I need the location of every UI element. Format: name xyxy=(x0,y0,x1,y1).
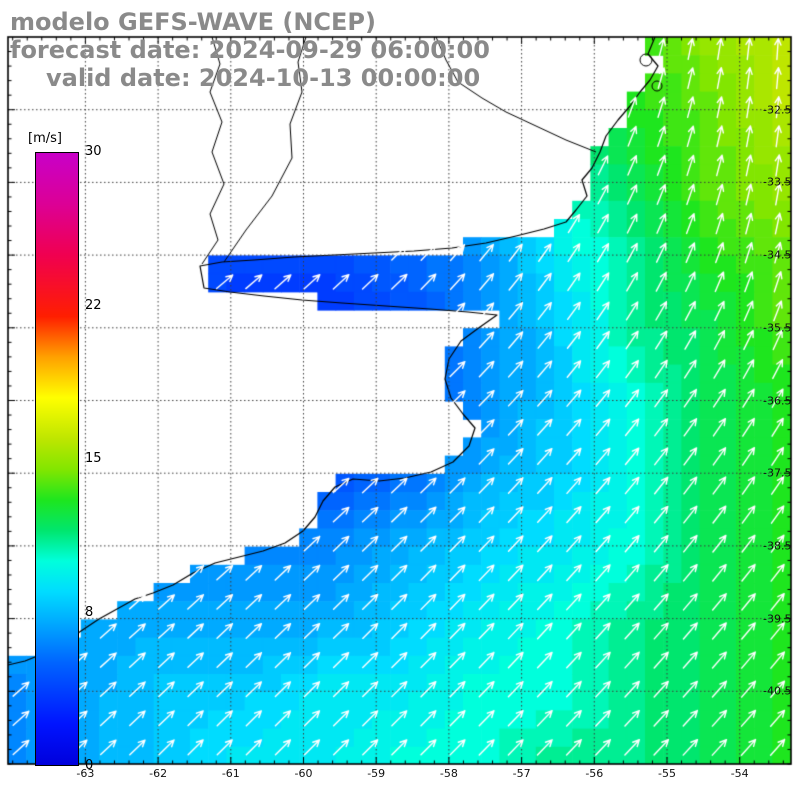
lon-tick-label: -56 xyxy=(585,767,604,780)
lon-tick-label: -60 xyxy=(294,767,313,780)
lat-tick-label: -38.5 xyxy=(763,539,792,553)
lat-tick-label: -40.5 xyxy=(763,684,792,698)
lat-tick-label: -39.5 xyxy=(763,612,792,626)
lon-tick-label: -58 xyxy=(439,767,458,780)
colorbar-tick-label: 22 xyxy=(85,297,102,313)
lon-tick-label: -59 xyxy=(367,767,386,780)
colorbar-unit-label: [m/s] xyxy=(28,131,62,146)
colorbar-tick-label: 15 xyxy=(85,450,102,466)
lat-tick-label: -32.5 xyxy=(763,103,792,117)
colorbar-tick-label: 8 xyxy=(85,604,94,620)
colorbar-tick-label: 30 xyxy=(85,143,102,159)
lon-tick-label: -61 xyxy=(221,767,240,780)
lon-tick-label: -62 xyxy=(149,767,168,780)
lon-tick-label: -63 xyxy=(76,767,95,780)
lon-tick-label: -55 xyxy=(658,767,676,780)
colorbar-tick-label: 0 xyxy=(85,757,94,773)
lon-tick-label: -54 xyxy=(730,767,749,780)
lon-tick-label: -57 xyxy=(512,767,531,780)
lat-tick-label: -36.5 xyxy=(763,394,792,407)
colorbar xyxy=(35,152,79,766)
lat-tick-label: -37.5 xyxy=(763,466,792,480)
lat-tick-label: -35.5 xyxy=(763,321,792,335)
lat-tick-label: -34.5 xyxy=(763,248,792,262)
lat-tick-label: -33.5 xyxy=(763,175,792,189)
